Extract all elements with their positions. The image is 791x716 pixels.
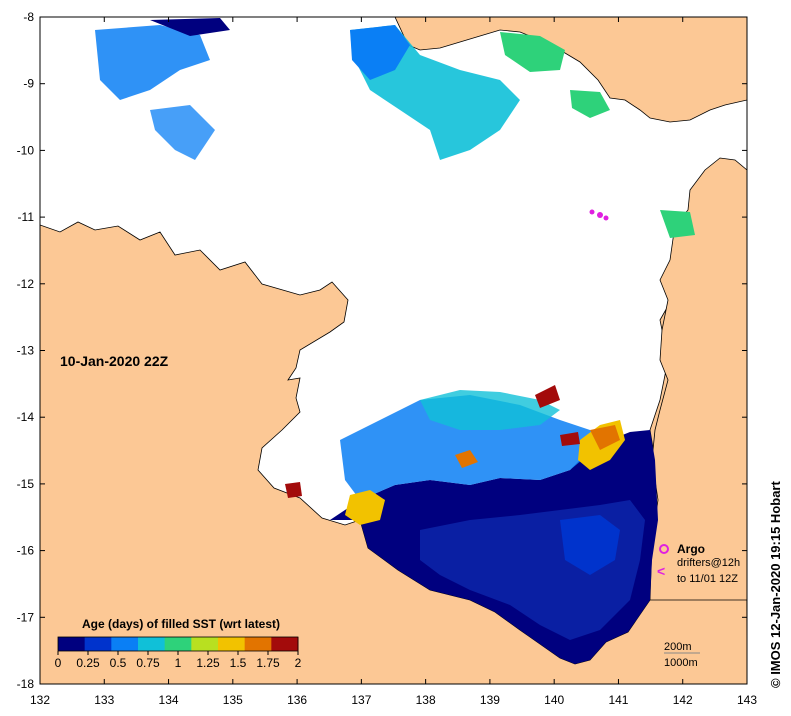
colorbar-tick-label: 0.25 bbox=[76, 656, 100, 670]
drifter-legend-label: drifters@12h bbox=[677, 557, 740, 569]
sst-age-0.4-northwest bbox=[95, 25, 210, 100]
longitude-tick-label: 142 bbox=[673, 693, 693, 707]
sst-age-0.6-band bbox=[420, 390, 560, 430]
land-arnhem bbox=[40, 209, 747, 684]
latitude-axis: -8 -9 -10 -11 -12 -13 -14 -15 -16 -17 -18 bbox=[17, 10, 747, 691]
sst-age-0.4-northwest-2 bbox=[150, 105, 215, 160]
longitude-tick-label: 136 bbox=[287, 693, 307, 707]
sst-age-1-north-2 bbox=[570, 90, 610, 118]
longitude-tick-label: 133 bbox=[94, 693, 114, 707]
map-timestamp: 10-Jan-2020 22Z bbox=[60, 353, 169, 369]
longitude-tick-label: 132 bbox=[30, 693, 50, 707]
sst-age-1.75-patch-mid bbox=[455, 450, 478, 468]
sst-age-0.4-north bbox=[350, 25, 410, 80]
longitude-tick-label: 140 bbox=[544, 693, 564, 707]
colorbar-tick-label: 1 bbox=[175, 656, 182, 670]
colorbar-swatch bbox=[271, 637, 299, 651]
longitude-tick-label: 135 bbox=[223, 693, 243, 707]
colorbar-swatch bbox=[84, 637, 112, 651]
colorbar-tick-label: 1.5 bbox=[230, 656, 247, 670]
longitude-tick-label: 141 bbox=[608, 693, 628, 707]
sst-age-1.5-patch-west bbox=[345, 490, 385, 525]
colorbar-tick-label: 2 bbox=[295, 656, 302, 670]
longitude-tick-label: 138 bbox=[416, 693, 436, 707]
longitude-axis: 132 133 134 135 136 137 138 139 140 141 142 143 bbox=[30, 17, 757, 707]
colorbar-swatches bbox=[58, 637, 299, 651]
colorbar-tick-label: 0.75 bbox=[136, 656, 160, 670]
colorbar-title: Age (days) of filled SST (wrt latest) bbox=[82, 617, 280, 631]
colorbar-swatch bbox=[244, 637, 272, 651]
colorbar-swatch bbox=[138, 637, 166, 651]
contour-1000m-label: 1000m bbox=[664, 657, 698, 669]
colorbar-ticks: 0 0.25 0.5 0.75 1 1.25 1.5 1.75 2 bbox=[55, 651, 302, 670]
latitude-tick-label: -10 bbox=[17, 143, 35, 157]
sst-age-2-patch-2 bbox=[535, 385, 560, 408]
latitude-tick-label: -14 bbox=[17, 410, 35, 424]
latitude-tick-label: -18 bbox=[17, 677, 35, 691]
drifter-legend-time: to 11/01 12Z bbox=[677, 573, 738, 585]
colorbar-swatch bbox=[164, 637, 192, 651]
map-content bbox=[40, 17, 747, 684]
colorbar-swatch bbox=[218, 637, 246, 651]
colorbar-swatch bbox=[191, 637, 219, 651]
drifter-legend: Argo < drifters@12h to 11/01 12Z bbox=[657, 542, 740, 585]
argo-float-marker bbox=[597, 212, 603, 218]
longitude-tick-label: 143 bbox=[737, 693, 757, 707]
colorbar-tick-label: 1.25 bbox=[196, 656, 220, 670]
sst-age-2-patch-1 bbox=[560, 432, 580, 446]
sst-age-1.75-patch-east bbox=[590, 425, 620, 450]
latitude-tick-label: -16 bbox=[17, 544, 35, 558]
colorbar-swatch bbox=[111, 637, 139, 651]
imos-credit: © IMOS 12-Jan-2020 19:15 Hobart bbox=[768, 481, 783, 688]
argo-float-marker bbox=[589, 209, 595, 215]
longitude-tick-label: 134 bbox=[159, 693, 179, 707]
latitude-tick-label: -15 bbox=[17, 477, 35, 491]
latitude-tick-label: -12 bbox=[17, 277, 35, 291]
latitude-tick-label: -8 bbox=[23, 10, 34, 24]
sst-age-1-north bbox=[500, 32, 565, 72]
longitude-tick-label: 139 bbox=[480, 693, 500, 707]
latitude-tick-label: -9 bbox=[23, 77, 34, 91]
longitude-tick-label: 137 bbox=[351, 693, 371, 707]
argo-legend-label: Argo bbox=[677, 542, 705, 556]
contour-200m-label: 200m bbox=[664, 641, 692, 653]
sst-age-0-northwest bbox=[150, 18, 230, 36]
drifter-legend-icon: < bbox=[657, 563, 665, 579]
sst-age-2-patch-3 bbox=[285, 482, 302, 498]
land-new-guinea bbox=[394, 17, 747, 123]
colorbar-swatch bbox=[58, 637, 86, 651]
colorbar-tick-label: 0.5 bbox=[110, 656, 127, 670]
argo-legend-icon bbox=[659, 544, 669, 554]
latitude-tick-label: -13 bbox=[17, 344, 35, 358]
depth-contour-legend: 200m 1000m bbox=[664, 641, 700, 669]
colorbar-tick-label: 1.75 bbox=[256, 656, 280, 670]
sst-age-0.2-patch bbox=[560, 515, 620, 575]
latitude-tick-label: -17 bbox=[17, 610, 35, 624]
sst-age-1-east bbox=[660, 210, 695, 238]
latitude-tick-label: -11 bbox=[18, 210, 35, 224]
colorbar-tick-label: 0 bbox=[55, 656, 62, 670]
argo-float-marker bbox=[603, 215, 609, 221]
